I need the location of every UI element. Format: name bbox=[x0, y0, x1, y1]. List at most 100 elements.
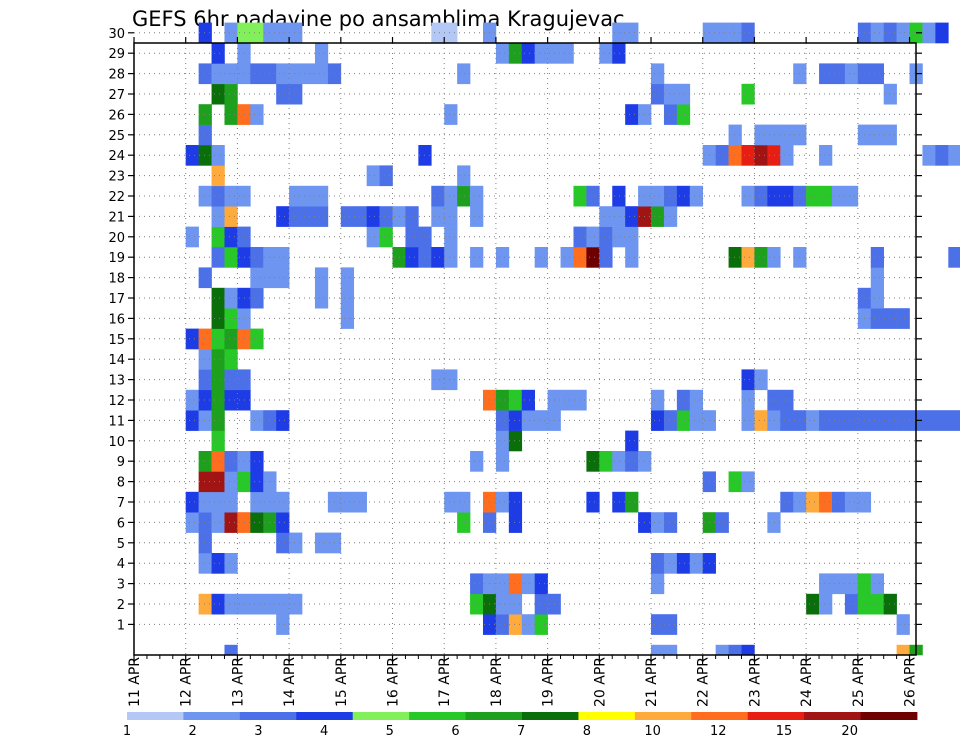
heatmap-cell bbox=[495, 247, 510, 268]
heatmap-cell bbox=[534, 43, 548, 64]
colorbar-label: 8 bbox=[583, 724, 591, 739]
colorbar-swatch bbox=[691, 712, 749, 720]
colorbar-label: 3 bbox=[254, 724, 262, 739]
heatmap-cell bbox=[444, 491, 458, 513]
y-tick-label: 30 bbox=[108, 27, 125, 42]
heatmap-cell bbox=[663, 206, 678, 227]
heatmap-cell bbox=[198, 410, 212, 431]
heatmap-cell bbox=[870, 410, 884, 431]
heatmap-cell bbox=[508, 491, 523, 513]
x-tick-label: 16 APR bbox=[386, 657, 402, 707]
heatmap-cell bbox=[534, 410, 548, 431]
heatmap-cell bbox=[560, 43, 574, 64]
heatmap-cell bbox=[819, 491, 833, 513]
heatmap-cell bbox=[870, 287, 884, 309]
heatmap-cell bbox=[495, 410, 510, 431]
heatmap-cell bbox=[444, 22, 458, 44]
heatmap-cell bbox=[198, 22, 212, 44]
y-tick-label: 13 bbox=[108, 374, 125, 389]
heatmap-cell bbox=[185, 328, 199, 350]
x-tick-label: 12 APR bbox=[179, 657, 195, 707]
heatmap-cell bbox=[728, 124, 742, 146]
heatmap-cell bbox=[754, 185, 768, 207]
heatmap-cell bbox=[276, 247, 290, 268]
heatmap-cell bbox=[689, 553, 704, 574]
heatmap-cell bbox=[431, 22, 445, 44]
heatmap-cell bbox=[573, 226, 587, 248]
heatmap-cell bbox=[495, 614, 510, 635]
heatmap-cell bbox=[185, 226, 199, 248]
x-tick-label: 17 APR bbox=[437, 657, 453, 707]
heatmap-cell bbox=[224, 349, 238, 370]
heatmap-cell bbox=[741, 644, 755, 656]
heatmap-cell bbox=[495, 430, 510, 452]
heatmap-cell bbox=[780, 145, 794, 166]
heatmap-cell bbox=[780, 389, 794, 411]
colorbar-swatch bbox=[634, 712, 692, 720]
y-tick-label: 18 bbox=[108, 272, 125, 287]
heatmap-cell bbox=[366, 165, 380, 187]
heatmap-cell bbox=[198, 104, 212, 125]
y-tick-label: 7 bbox=[117, 496, 125, 511]
heatmap-cell bbox=[870, 22, 884, 44]
heatmap-cell bbox=[741, 410, 755, 431]
heatmap-cell bbox=[457, 63, 471, 85]
heatmap-cell bbox=[289, 532, 303, 554]
heatmap-cell bbox=[728, 22, 742, 44]
heatmap-cell bbox=[676, 553, 691, 574]
heatmap-cell bbox=[457, 491, 471, 513]
heatmap-cell bbox=[870, 247, 884, 268]
heatmap-cell bbox=[211, 83, 225, 105]
heatmap-cell bbox=[870, 593, 884, 615]
heatmap-cell bbox=[276, 512, 290, 533]
x-tick-label: 18 APR bbox=[489, 657, 505, 707]
heatmap-cell bbox=[302, 185, 316, 207]
heatmap-cell bbox=[340, 287, 355, 309]
heatmap-cell bbox=[819, 185, 833, 207]
x-tick-label: 19 APR bbox=[541, 657, 557, 707]
heatmap-cell bbox=[896, 410, 910, 431]
heatmap-cell bbox=[185, 389, 199, 411]
heatmap-cell bbox=[276, 267, 290, 289]
y-tick-label: 6 bbox=[117, 516, 125, 531]
heatmap-cell bbox=[276, 491, 290, 513]
heatmap-cell bbox=[289, 206, 303, 227]
heatmap-cell bbox=[353, 491, 367, 513]
heatmap-cell bbox=[431, 369, 445, 391]
heatmap-cell bbox=[883, 593, 897, 615]
heatmap-cell bbox=[780, 185, 794, 207]
heatmap-cell bbox=[250, 491, 264, 513]
heatmap-cell bbox=[198, 532, 212, 554]
heatmap-cell bbox=[224, 491, 238, 513]
heatmap-cell bbox=[521, 573, 535, 595]
heatmap-cell bbox=[211, 471, 225, 493]
heatmap-cell bbox=[444, 206, 458, 227]
heatmap-cell bbox=[276, 63, 290, 85]
heatmap-cell bbox=[521, 410, 535, 431]
heatmap-cell bbox=[625, 430, 639, 452]
heatmap-cell bbox=[754, 124, 768, 146]
heatmap-cell bbox=[470, 206, 484, 227]
heatmap-cell bbox=[224, 247, 238, 268]
heatmap-cell bbox=[198, 369, 212, 391]
heatmap-cell bbox=[198, 349, 212, 370]
heatmap-cell bbox=[870, 573, 884, 595]
heatmap-cell bbox=[314, 206, 329, 227]
heatmap-cell bbox=[224, 287, 238, 309]
heatmap-cell bbox=[444, 185, 458, 207]
heatmap-cell bbox=[715, 145, 729, 166]
heatmap-cell bbox=[495, 593, 510, 615]
heatmap-cell bbox=[198, 553, 212, 574]
heatmap-cell bbox=[224, 471, 238, 493]
heatmap-cell bbox=[340, 491, 355, 513]
heatmap-cell bbox=[625, 206, 639, 227]
heatmap-cell bbox=[534, 247, 548, 268]
heatmap-cell bbox=[883, 308, 897, 329]
heatmap-cell bbox=[250, 451, 264, 472]
heatmap-cell bbox=[302, 63, 316, 85]
heatmap-cell bbox=[211, 512, 225, 533]
heatmap-cell bbox=[224, 389, 238, 411]
y-tick-label: 19 bbox=[108, 251, 125, 266]
heatmap-cell bbox=[741, 83, 755, 105]
heatmap-cell bbox=[689, 389, 704, 411]
